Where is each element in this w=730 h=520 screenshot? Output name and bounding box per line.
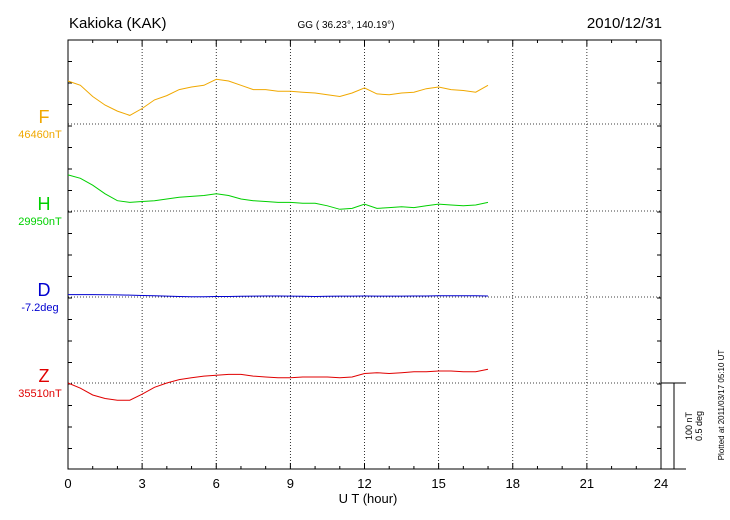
series-line-Z <box>67 368 489 401</box>
series-line-F <box>67 78 489 116</box>
series-line-H <box>67 174 489 210</box>
x-tick-label-18: 18 <box>506 476 520 491</box>
series-name-Z: Z <box>39 366 50 386</box>
series-name-D: D <box>38 280 51 300</box>
series-group <box>67 78 489 401</box>
x-tick-label-9: 9 <box>287 476 294 491</box>
plotted-timestamp: Plotted at 2011/03/17 05:10 UT <box>717 350 726 461</box>
plot-date: 2010/12/31 <box>587 15 662 32</box>
series-baseline-Z: 35510nT <box>18 388 62 400</box>
station-title: Kakioka (KAK) <box>69 15 167 32</box>
x-tick-label-3: 3 <box>139 476 146 491</box>
series-line-D <box>68 294 489 298</box>
series-labels: F 46460nT H 29950nT D -7.2deg Z 35510nT <box>18 107 62 400</box>
series-name-F: F <box>39 107 50 127</box>
x-tick-labels: 0 3 6 9 12 15 18 21 24 <box>64 476 668 491</box>
axis-ticks <box>67 40 662 469</box>
scale-bar-label-nt: 100 nT <box>684 411 694 440</box>
series-name-H: H <box>38 194 51 214</box>
series-baseline-F: 46460nT <box>18 129 62 141</box>
x-axis-label: U T (hour) <box>339 491 398 506</box>
grid-lines <box>68 40 661 469</box>
scale-bar-label-deg: 0.5 deg <box>694 411 704 441</box>
x-tick-label-21: 21 <box>580 476 594 491</box>
station-coords: GG ( 36.23°, 140.19°) <box>298 20 395 31</box>
x-tick-label-24: 24 <box>654 476 668 491</box>
series-baseline-H: 29950nT <box>18 216 62 228</box>
scale-bar: 100 nT 0.5 deg <box>661 382 704 470</box>
x-tick-label-15: 15 <box>431 476 445 491</box>
x-tick-label-0: 0 <box>64 476 71 491</box>
series-baseline-D: -7.2deg <box>21 302 58 314</box>
x-tick-label-12: 12 <box>357 476 371 491</box>
plot-frame <box>67 39 662 470</box>
x-tick-label-6: 6 <box>213 476 220 491</box>
